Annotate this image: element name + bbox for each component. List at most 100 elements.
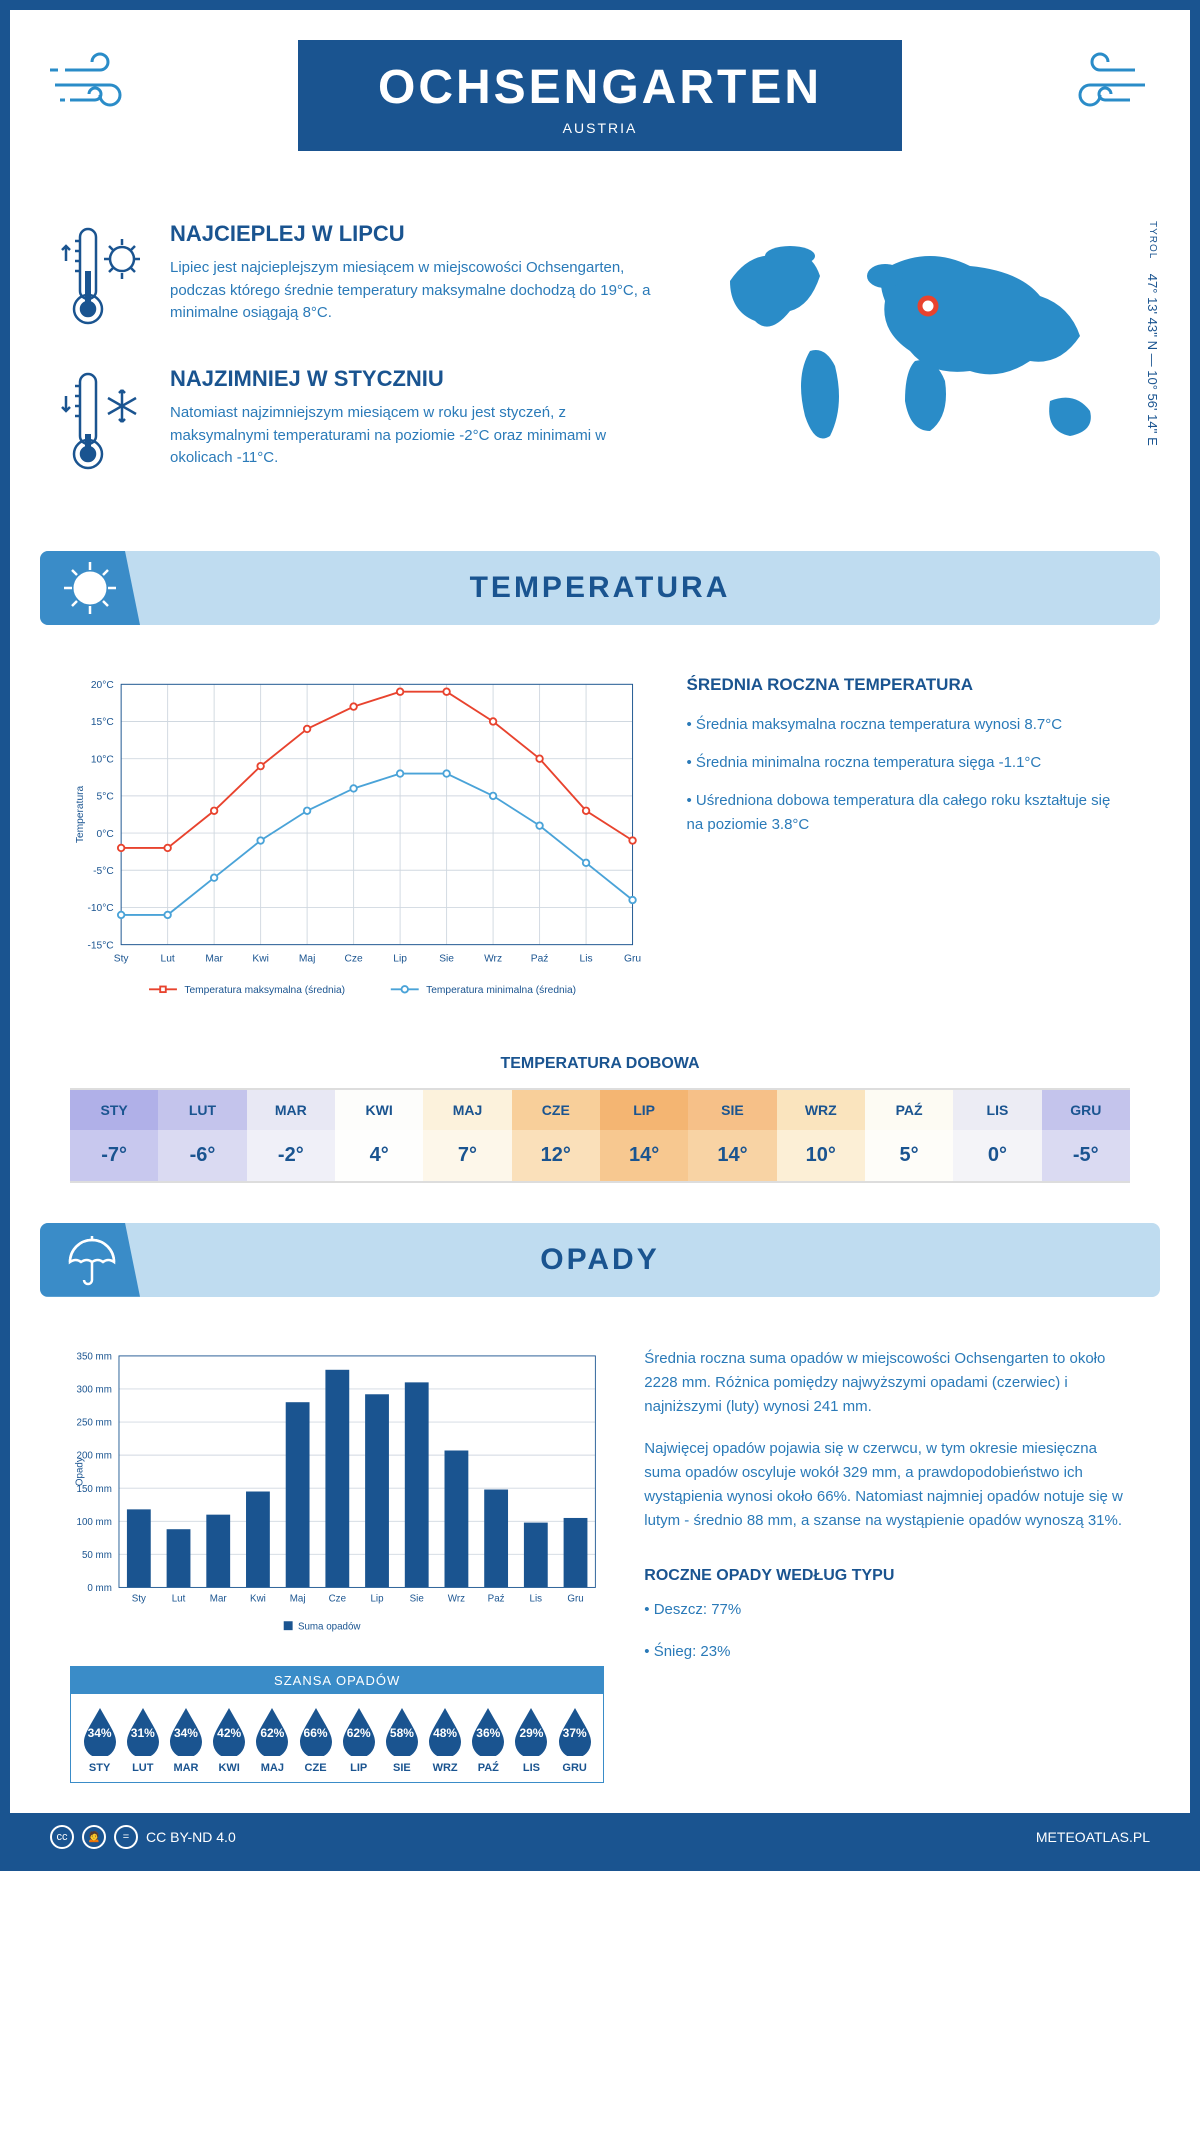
raindrop-icon: 31% [123, 1706, 163, 1756]
daily-temp-cell: WRZ 10° [777, 1090, 865, 1181]
wind-icon [1050, 50, 1150, 132]
svg-text:Mar: Mar [210, 1593, 228, 1604]
svg-text:Lis: Lis [530, 1593, 543, 1604]
svg-text:Sie: Sie [439, 953, 454, 964]
svg-text:Kwi: Kwi [250, 1593, 266, 1604]
svg-text:250 mm: 250 mm [77, 1417, 112, 1428]
coordinates: TYROL 47° 13' 43'' N — 10° 56' 14'' E [1145, 221, 1160, 471]
temperature-header: TEMPERATURA [40, 551, 1160, 625]
precip-by-type-title: ROCZNE OPADY WEDŁUG TYPU [644, 1563, 1130, 1589]
svg-text:Cze: Cze [329, 1593, 346, 1604]
raindrop-icon: 58% [382, 1706, 422, 1756]
svg-text:10°C: 10°C [91, 754, 114, 765]
chance-cell: 62% MAJ [252, 1706, 293, 1774]
daily-temp-cell: LIP 14° [600, 1090, 688, 1181]
svg-text:Sty: Sty [114, 953, 130, 964]
coords-text: 47° 13' 43'' N — 10° 56' 14'' E [1145, 274, 1160, 446]
precipitation-chance-box: SZANSA OPADÓW 34% STY 31% LUT 34% MAR 42… [70, 1666, 604, 1783]
raindrop-icon: 66% [296, 1706, 336, 1756]
chance-cell: 29% LIS [511, 1706, 552, 1774]
chance-cell: 42% KWI [209, 1706, 250, 1774]
svg-text:Mar: Mar [205, 953, 223, 964]
svg-text:Temperatura minimalna (średnia: Temperatura minimalna (średnia) [426, 985, 576, 996]
wind-icon [50, 50, 150, 132]
annual-bullet: • Uśredniona dobowa temperatura dla całe… [687, 789, 1130, 837]
daily-temp-table: TEMPERATURA DOBOWA STY -7° LUT -6° MAR -… [10, 1045, 1190, 1223]
svg-text:Lip: Lip [393, 953, 407, 964]
warmest-title: NAJCIEPLEJ W LIPCU [170, 221, 660, 247]
daily-temp-cell: LUT -6° [158, 1090, 246, 1181]
svg-text:Suma opadów: Suma opadów [298, 1621, 361, 1632]
svg-text:350 mm: 350 mm [77, 1351, 112, 1362]
chance-cell: 37% GRU [554, 1706, 595, 1774]
svg-text:5°C: 5°C [97, 792, 114, 803]
annual-bullet: • Średnia minimalna roczna temperatura s… [687, 751, 1130, 775]
warmest-block: NAJCIEPLEJ W LIPCU Lipiec jest najcieple… [60, 221, 660, 336]
svg-text:Paź: Paź [531, 953, 549, 964]
license-text: CC BY-ND 4.0 [146, 1829, 236, 1845]
daily-temp-cell: GRU -5° [1042, 1090, 1130, 1181]
coldest-title: NAJZIMNIEJ W STYCZNIU [170, 366, 660, 392]
nd-icon: = [114, 1825, 138, 1849]
daily-temp-cell: STY -7° [70, 1090, 158, 1181]
chance-cell: 34% STY [79, 1706, 120, 1774]
warmest-text: Lipiec jest najcieplejszym miesiącem w m… [170, 257, 660, 325]
daily-temp-cell: KWI 4° [335, 1090, 423, 1181]
svg-text:0°C: 0°C [97, 829, 114, 840]
world-map-icon [700, 221, 1140, 471]
raindrop-icon: 48% [425, 1706, 465, 1756]
svg-text:50 mm: 50 mm [82, 1550, 112, 1561]
raindrop-icon: 34% [80, 1706, 120, 1756]
temperature-annual-info: ŚREDNIA ROCZNA TEMPERATURA • Średnia mak… [687, 675, 1130, 1015]
svg-text:300 mm: 300 mm [77, 1384, 112, 1395]
header: OCHSENGARTEN AUSTRIA [10, 10, 1190, 201]
cc-icon: cc [50, 1825, 74, 1849]
site-name: METEOATLAS.PL [1036, 1829, 1150, 1845]
daily-temp-cell: SIE 14° [688, 1090, 776, 1181]
daily-temp-title: TEMPERATURA DOBOWA [70, 1055, 1130, 1073]
temperature-section-title: TEMPERATURA [40, 571, 1160, 605]
svg-text:15°C: 15°C [91, 717, 114, 728]
svg-text:-15°C: -15°C [87, 940, 113, 951]
svg-text:0 mm: 0 mm [87, 1583, 111, 1594]
thermometer-snow-icon [60, 366, 150, 481]
svg-text:Gru: Gru [624, 953, 641, 964]
svg-text:Wrz: Wrz [484, 953, 502, 964]
title-banner: OCHSENGARTEN AUSTRIA [298, 40, 902, 151]
daily-temp-cell: PAŹ 5° [865, 1090, 953, 1181]
precipitation-info: Średnia roczna suma opadów w miejscowośc… [644, 1347, 1130, 1783]
chance-cell: 66% CZE [295, 1706, 336, 1774]
svg-text:Wrz: Wrz [448, 1593, 465, 1604]
raindrop-icon: 36% [468, 1706, 508, 1756]
svg-text:Temperatura maksymalna (średni: Temperatura maksymalna (średnia) [184, 985, 345, 996]
daily-temp-cell: LIS 0° [953, 1090, 1041, 1181]
daily-temp-cell: CZE 12° [512, 1090, 600, 1181]
svg-text:Sie: Sie [410, 1593, 424, 1604]
svg-text:-10°C: -10°C [87, 903, 113, 914]
page-title: OCHSENGARTEN [378, 60, 822, 115]
svg-text:Lut: Lut [161, 953, 175, 964]
chance-title: SZANSA OPADÓW [71, 1667, 603, 1694]
svg-text:Cze: Cze [345, 953, 363, 964]
coldest-block: NAJZIMNIEJ W STYCZNIU Natomiast najzimni… [60, 366, 660, 481]
raindrop-icon: 62% [252, 1706, 292, 1756]
raindrop-icon: 29% [511, 1706, 551, 1756]
precipitation-header: OPADY [40, 1223, 1160, 1297]
chance-cell: 31% LUT [122, 1706, 163, 1774]
svg-text:Lis: Lis [580, 953, 593, 964]
temperature-line-chart: -15°C-10°C-5°C0°C5°C10°C15°C20°CStyLutMa… [70, 675, 647, 1015]
raindrop-icon: 42% [209, 1706, 249, 1756]
svg-text:Temperatura: Temperatura [75, 785, 86, 843]
svg-text:Kwi: Kwi [252, 953, 268, 964]
svg-text:Lip: Lip [370, 1593, 384, 1604]
daily-temp-cell: MAR -2° [247, 1090, 335, 1181]
map-panel: TYROL 47° 13' 43'' N — 10° 56' 14'' E [700, 221, 1140, 511]
country-label: AUSTRIA [378, 120, 822, 136]
umbrella-icon [40, 1223, 140, 1297]
daily-temp-cell: MAJ 7° [423, 1090, 511, 1181]
thermometer-sun-icon [60, 221, 150, 336]
chance-cell: 62% LIP [338, 1706, 379, 1774]
precip-snow: • Śnieg: 23% [644, 1640, 1130, 1664]
svg-text:Lut: Lut [172, 1593, 186, 1604]
svg-text:-5°C: -5°C [93, 866, 114, 877]
